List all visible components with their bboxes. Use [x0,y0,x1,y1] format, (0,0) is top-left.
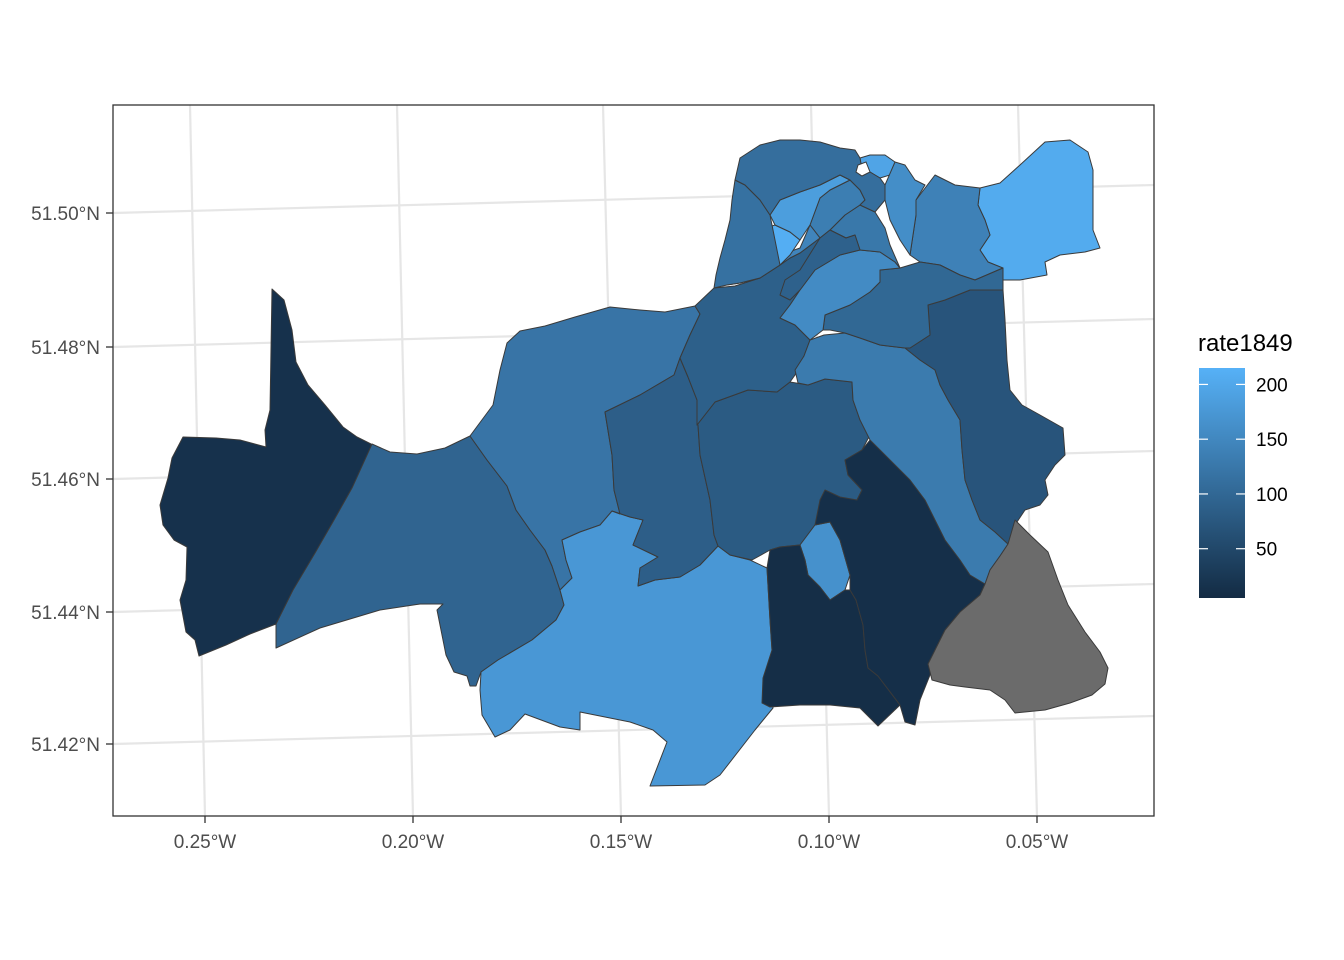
y-tick-label: 51.46°N [31,470,100,491]
plot-panel [112,104,1155,817]
ward-centre-mid [734,139,886,216]
y-tick-label: 51.44°N [31,603,100,624]
ward-west [159,288,373,657]
ward-no-data [927,519,1109,714]
x-tick-label: 0.10°W [798,832,861,853]
x-tick-label: 0.20°W [382,832,445,853]
ward-north-dark [779,229,861,301]
ward-hole [855,161,871,177]
legend-title: rate1849 [1198,330,1293,357]
legend-colorbar [1199,368,1245,598]
legend-break-label: 50 [1256,540,1277,561]
grid-line-51.42 [113,714,1154,746]
panel-border [112,104,1155,817]
legend-break-label: 100 [1256,485,1288,506]
x-tick-label: 0.25°W [174,832,237,853]
ward-polygons [159,139,1109,787]
x-tick-label: 0.05°W [1006,832,1069,853]
legend-break-label: 200 [1256,375,1288,396]
legend-breaks: 200 150 100 50 [1199,375,1288,561]
y-tick-label: 51.42°N [31,735,100,756]
legend-break-label: 150 [1256,430,1288,451]
x-tick-label: 0.15°W [590,832,653,853]
y-axis: 51.42°N 51.44°N 51.46°N 51.48°N 51.50°N [31,204,113,756]
y-tick-label: 51.50°N [31,204,100,225]
ward-east-dark [904,289,1066,545]
ward-north-east-inner [884,161,926,256]
y-tick-label: 51.48°N [31,338,100,359]
x-axis: 0.25°W 0.20°W 0.15°W 0.10°W 0.05°W [174,816,1069,853]
legend: rate1849 200 150 100 50 [1198,330,1293,598]
